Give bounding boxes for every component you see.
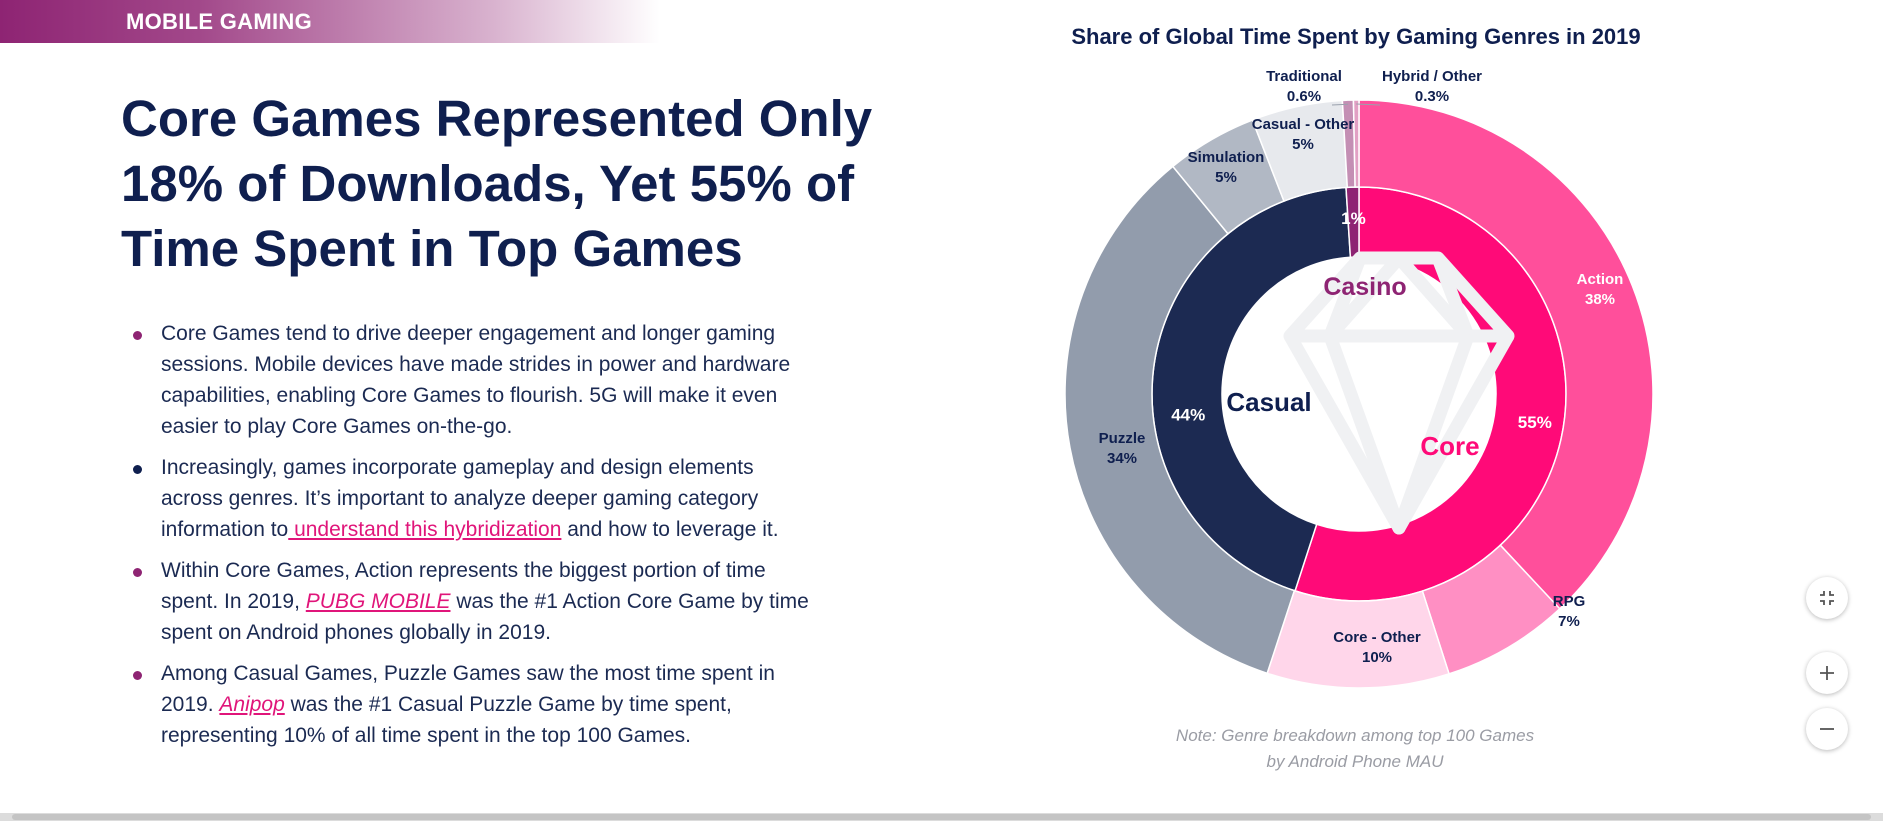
diamond-watermark-icon [1283, 251, 1515, 535]
inner-label-casino: 1% [1341, 209, 1366, 228]
bullet-text: Core Games tend to drive deeper engageme… [161, 322, 791, 438]
page-headline: Core Games Represented Only 18% of Downl… [121, 86, 921, 281]
label-layer: 55% 44% 1% Core Casual Casino Action 38% RPG 7% Co… [1099, 68, 1624, 666]
bullet-text: and how to leverage it. [561, 518, 779, 541]
zoom-in-button[interactable] [1806, 652, 1848, 694]
bullet-item: Within Core Games, Action represents the… [133, 555, 813, 648]
genre-donut-chart: Share of Global Time Spent by Gaming Gen… [1064, 24, 1654, 771]
minus-icon [1820, 728, 1834, 730]
ring-layer [1064, 99, 1654, 689]
hybridization-link[interactable]: understand this hybridization [288, 518, 562, 541]
bullet-list: Core Games tend to drive deeper engageme… [133, 318, 813, 761]
shrink-icon [1820, 591, 1834, 605]
bullet-dot-icon [133, 671, 142, 680]
bullet-text: was the #1 Action Core Game by time spen… [161, 590, 809, 644]
leader-line-traditional [1331, 103, 1349, 106]
inner-label-casual: 44% [1171, 405, 1205, 424]
bullet-text: Among Casual Games, Puzzle Games saw the… [161, 662, 775, 716]
leader-line-hybrid-other [1356, 103, 1381, 106]
headline-line-2: 18% of Downloads, Yet 55% of [121, 155, 855, 212]
bullet-text: was the #1 Casual Puzzle Game by time sp… [161, 693, 732, 747]
section-label: MOBILE GAMING [126, 9, 313, 34]
bullet-item: Increasingly, games incorporate gameplay… [133, 452, 813, 545]
outer-name-casual-other: Casual - Other [1252, 116, 1355, 133]
pubg-mobile-link[interactable]: PUBG MOBILE [305, 590, 451, 613]
bullet-item: Core Games tend to drive deeper engageme… [133, 318, 813, 442]
outer-value-puzzle: 34% [1107, 450, 1137, 467]
chart-note-line-2: by Android Phone MAU [1266, 752, 1444, 771]
inner-name-casual: Casual [1226, 387, 1311, 417]
chart-title: Share of Global Time Spent by Gaming Gen… [1071, 24, 1640, 49]
outer-name-simulation: Simulation [1188, 149, 1265, 166]
outer-value-simulation: 5% [1215, 169, 1237, 186]
outer-value-hybrid-other: 0.3% [1415, 88, 1449, 105]
plus-icon [1820, 666, 1834, 680]
outer-name-rpg: RPG [1553, 593, 1586, 610]
outer-slice-puzzle [1064, 165, 1296, 675]
outer-value-rpg: 7% [1558, 613, 1580, 630]
scrollbar-thumb[interactable] [12, 814, 1871, 820]
outer-value-core-other: 10% [1362, 649, 1392, 666]
outer-name-hybrid-other: Hybrid / Other [1382, 68, 1482, 85]
section-banner: MOBILE GAMING [0, 0, 660, 43]
inner-name-core: Core [1420, 431, 1479, 461]
inner-label-core: 55% [1518, 413, 1552, 432]
horizontal-scrollbar[interactable] [0, 813, 1883, 821]
bullet-dot-icon [133, 331, 142, 340]
shrink-button[interactable] [1806, 577, 1848, 619]
outer-name-puzzle: Puzzle [1099, 430, 1146, 447]
bullet-item: Among Casual Games, Puzzle Games saw the… [133, 658, 813, 751]
headline-line-1: Core Games Represented Only [121, 90, 873, 147]
chart-note-line-1: Note: Genre breakdown among top 100 Game… [1176, 726, 1535, 745]
outer-slice-action [1358, 99, 1654, 610]
outer-name-core-other: Core - Other [1333, 629, 1421, 646]
outer-name-action: Action [1577, 271, 1624, 288]
inner-name-casino: Casino [1323, 273, 1406, 301]
outer-value-traditional: 0.6% [1287, 88, 1321, 105]
anipop-link[interactable]: Anipop [219, 693, 285, 716]
outer-name-traditional: Traditional [1266, 68, 1342, 85]
bullet-dot-icon [133, 465, 142, 474]
zoom-out-button[interactable] [1806, 708, 1848, 750]
bullet-text: Within Core Games, Action represents the… [161, 559, 766, 613]
bullet-dot-icon [133, 568, 142, 577]
outer-slice-hybrid-other [1352, 99, 1360, 188]
bullet-text: Increasingly, games incorporate gameplay… [161, 456, 759, 541]
outer-value-casual-other: 5% [1292, 136, 1314, 153]
headline-line-3: Time Spent in Top Games [121, 220, 743, 277]
outer-value-action: 38% [1585, 291, 1615, 308]
